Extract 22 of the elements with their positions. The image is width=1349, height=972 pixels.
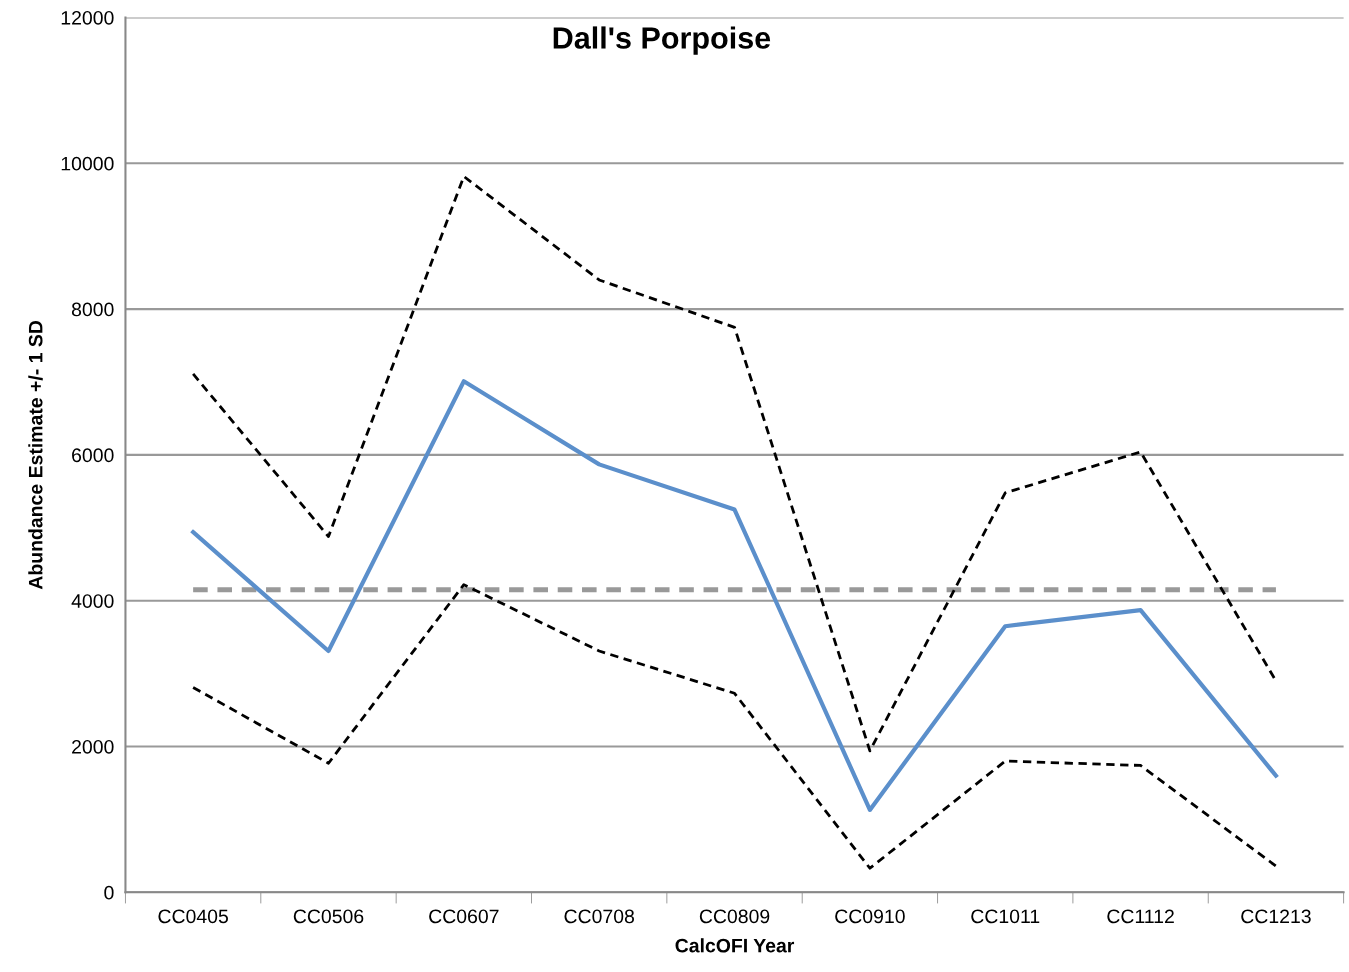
- x-tick-label: CC1213: [1241, 909, 1311, 924]
- y-tick-label: 4000: [71, 594, 114, 608]
- x-tick-label: CC1011: [971, 909, 1040, 924]
- x-tick-label: CC0405: [158, 909, 228, 924]
- y-tick-label: 12000: [61, 10, 114, 25]
- line-series: [191, 175, 1278, 753]
- line-series: [191, 583, 1278, 870]
- chart-title: Dall's Porpoise: [553, 26, 771, 55]
- y-axis-title: Abundance Estimate +/- 1 SD: [28, 320, 43, 590]
- x-axis-title: CalcOFI Year: [675, 938, 795, 953]
- x-tick-label: CC0708: [564, 909, 635, 924]
- y-tick-label: 0: [104, 885, 114, 900]
- x-tick-label: CC0506: [293, 909, 364, 924]
- y-tick-label: 8000: [71, 302, 114, 317]
- x-tick-label: CC1112: [1107, 909, 1174, 924]
- line-series: [191, 379, 1279, 813]
- x-tick-label: CC0607: [429, 909, 499, 924]
- x-tick-label: CC0910: [835, 909, 905, 924]
- y-tick-label: 2000: [72, 739, 114, 754]
- x-tick-label: CC0809: [699, 909, 770, 924]
- y-tick-label: 10000: [61, 156, 114, 171]
- y-tick-label: 6000: [72, 448, 114, 463]
